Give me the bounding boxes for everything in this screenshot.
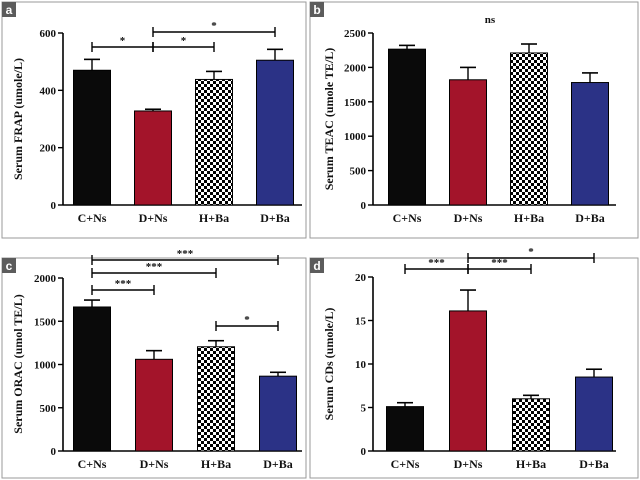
significance-label: ***	[146, 261, 163, 273]
y-tick-label: 600	[40, 28, 57, 40]
panel-border	[1, 257, 307, 479]
panel-label-bg	[2, 258, 16, 273]
panel-d: d 0 5 10 15 20 Serum CDs (umole/L) C+Ns D+Ns H+Ba…	[309, 246, 639, 479]
y-axis-label: Serum TEAC (umole TE/L)	[322, 48, 336, 191]
ns-annotation: ns	[485, 14, 496, 26]
bar	[386, 406, 424, 452]
bar	[575, 376, 613, 452]
bar	[73, 306, 111, 452]
category-label: D+Ns	[140, 457, 169, 471]
panel-label-bg	[310, 258, 324, 273]
panel-label-bg	[310, 2, 324, 17]
y-tick-label: 15	[355, 316, 367, 328]
bar	[512, 398, 550, 452]
y-tick-label: 1000	[34, 360, 57, 372]
bar	[510, 52, 548, 206]
bar	[73, 69, 111, 206]
y-axis-label: Serum FRAP (umole/L)	[11, 58, 25, 180]
category-label: D+Ns	[454, 211, 483, 225]
significance-label: *	[181, 35, 187, 47]
category-label: C+Ns	[393, 211, 422, 225]
panel-label-text: c	[6, 259, 13, 273]
bar	[256, 59, 294, 206]
panel-label: a	[2, 2, 16, 17]
y-tick-label: 200	[40, 143, 57, 155]
category-label: C+Ns	[391, 457, 420, 471]
panel-a: a 0 200 400 600 Serum FRAP (umole/L) C+Ns D+Ns H…	[1, 1, 307, 239]
y-axis-label: Serum ORAC (umol TE/L)	[11, 294, 25, 433]
bar	[197, 346, 235, 452]
significance-label: *	[528, 246, 534, 258]
panel-label: b	[310, 2, 324, 17]
panel-label: d	[310, 258, 324, 273]
category-label: D+Ba	[260, 211, 290, 225]
panel-border	[309, 1, 639, 239]
significance-label: *	[244, 314, 250, 326]
panel-c: c 0 500 1000 1500 2000 Serum ORAC (umol TE/L) C…	[1, 248, 307, 479]
panel-label-bg	[2, 2, 16, 17]
bar	[449, 79, 487, 206]
y-tick-label: 2500	[344, 28, 367, 40]
category-label: H+Ba	[199, 211, 229, 225]
y-tick-label: 0	[51, 446, 57, 458]
panel-label-text: d	[313, 259, 320, 273]
category-label: D+Ba	[575, 211, 605, 225]
y-tick-label: 400	[40, 85, 57, 97]
y-axis-label: Serum CDs (umole/L)	[322, 308, 336, 421]
y-tick-label: 500	[40, 403, 57, 415]
y-tick-label: 500	[350, 166, 367, 178]
bar	[134, 110, 172, 206]
y-tick-label: 0	[51, 200, 57, 212]
significance-label: *	[120, 35, 126, 47]
significance-label: ***	[177, 248, 194, 260]
category-label: D+Ns	[139, 211, 168, 225]
bar	[135, 358, 173, 452]
y-tick-label: 1500	[344, 97, 367, 109]
category-label: C+Ns	[78, 211, 107, 225]
panel-label-text: a	[6, 3, 13, 17]
category-label: H+Ba	[516, 457, 546, 471]
bar	[388, 48, 426, 206]
panel-b: b 0 500 1000 1500 2000 2500 Serum TEAC (umole T…	[309, 1, 639, 239]
y-tick-label: 10	[355, 359, 367, 371]
y-tick-label: 0	[361, 200, 367, 212]
panel-border	[1, 1, 307, 239]
category-label: D+Ns	[454, 457, 483, 471]
category-label: H+Ba	[514, 211, 544, 225]
panel-label-text: b	[313, 3, 320, 17]
y-tick-label: 1000	[344, 131, 367, 143]
significance-label: ***	[491, 257, 508, 269]
y-tick-label: 0	[361, 446, 367, 458]
bar	[259, 375, 297, 452]
significance-label: ***	[428, 257, 445, 269]
significance-label: ***	[115, 278, 132, 290]
y-tick-label: 1500	[34, 316, 57, 328]
y-tick-label: 20	[355, 272, 367, 284]
category-label: D+Ba	[579, 457, 609, 471]
bar	[571, 82, 609, 206]
category-label: C+Ns	[78, 457, 107, 471]
category-label: H+Ba	[201, 457, 231, 471]
bar	[195, 78, 233, 206]
y-tick-label: 2000	[34, 273, 57, 285]
y-tick-label: 2000	[344, 62, 367, 74]
category-label: D+Ba	[263, 457, 293, 471]
panel-label: c	[2, 258, 16, 273]
bar	[449, 310, 487, 452]
y-tick-label: 5	[361, 403, 367, 415]
significance-label: *	[211, 20, 217, 32]
